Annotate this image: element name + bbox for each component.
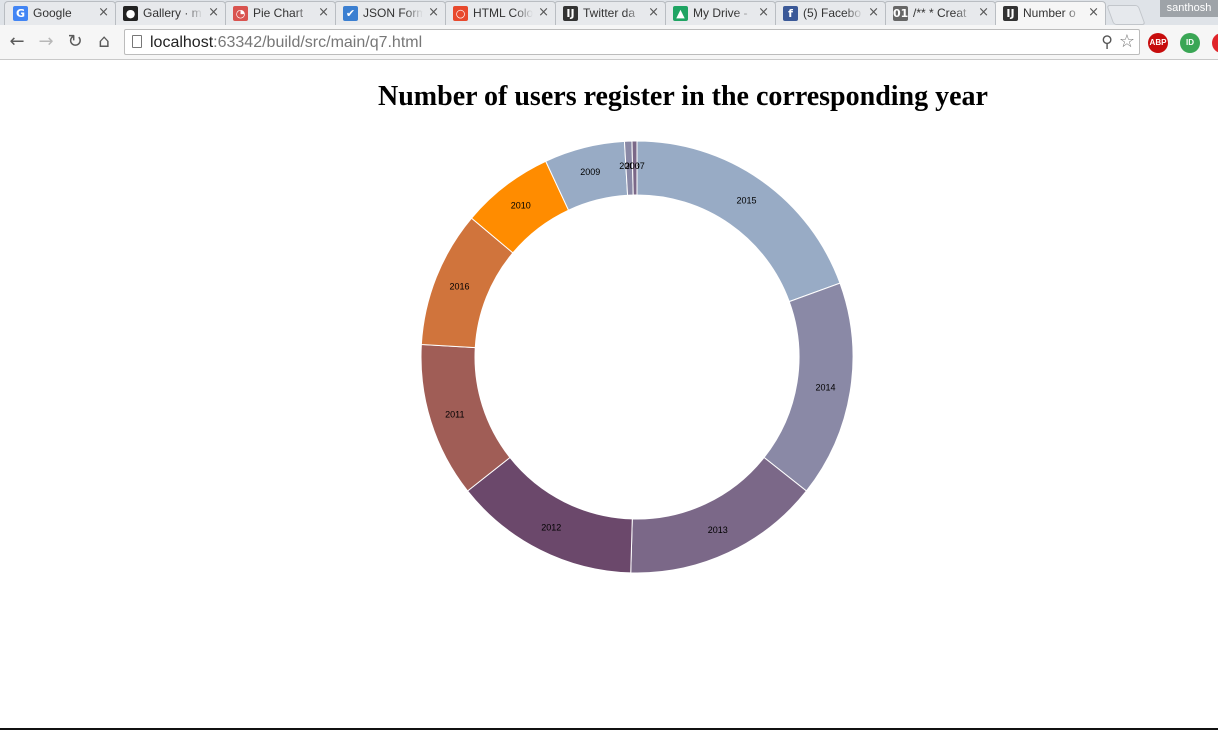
browser-toolbar: ← → ↻ ⌂ localhost:63342/build/src/main/q… bbox=[0, 25, 1218, 60]
tab-8[interactable]: 01 /** * Creat × bbox=[884, 1, 996, 25]
tab-close-icon[interactable]: × bbox=[538, 5, 549, 20]
slice-label-2010: 2010 bbox=[511, 200, 531, 210]
url-path: :63342/build/src/main/q7.html bbox=[213, 34, 423, 51]
facebook-icon: f bbox=[783, 6, 798, 21]
tab-7[interactable]: f (5) Facebo × bbox=[774, 1, 886, 25]
donut-slice-2015 bbox=[636, 140, 841, 303]
zoom-icon[interactable]: ⚲ bbox=[1101, 32, 1113, 51]
drive-icon: ▲ bbox=[673, 6, 688, 21]
checkbox-icon: ✔ bbox=[343, 6, 358, 21]
intellij-icon: IJ bbox=[1003, 6, 1018, 21]
home-icon[interactable]: ⌂ bbox=[98, 31, 110, 52]
slice-label-2009: 2009 bbox=[580, 167, 600, 177]
tab-close-icon[interactable]: × bbox=[648, 5, 659, 20]
tab-title: /** * Creat bbox=[913, 6, 973, 21]
tab-title: Pie Chart bbox=[253, 6, 313, 21]
url-text[interactable]: localhost:63342/build/src/main/q7.html bbox=[150, 33, 422, 52]
color-icon: ○ bbox=[453, 6, 468, 21]
slice-label-2015: 2015 bbox=[737, 196, 757, 206]
tab-5[interactable]: IJ Twitter da × bbox=[554, 1, 666, 25]
tab-close-icon[interactable]: × bbox=[428, 5, 439, 20]
tab-close-icon[interactable]: × bbox=[868, 5, 879, 20]
adblock-icon[interactable]: ABP bbox=[1148, 33, 1168, 53]
donut-slice-2014 bbox=[763, 282, 854, 492]
tab-6[interactable]: ▲ My Drive - × bbox=[664, 1, 776, 25]
tab-title: Gallery · m bbox=[143, 6, 203, 21]
back-icon[interactable]: ← bbox=[9, 31, 25, 52]
slice-label-2014: 2014 bbox=[816, 382, 836, 392]
url-host: localhost bbox=[150, 34, 214, 51]
tab-close-icon[interactable]: × bbox=[98, 5, 109, 20]
tab-2[interactable]: ◔ Pie Chart × bbox=[224, 1, 336, 25]
binary-icon: 01 bbox=[893, 6, 909, 21]
slice-label-2016: 2016 bbox=[449, 281, 469, 291]
slice-label-2008: 2008 bbox=[619, 161, 639, 171]
tab-title: Number o bbox=[1023, 6, 1083, 21]
tab-close-icon[interactable]: × bbox=[758, 5, 769, 20]
chart-title: Number of users register in the correspo… bbox=[378, 81, 988, 112]
forward-icon[interactable]: → bbox=[38, 31, 54, 52]
tab-9[interactable]: IJ Number o × bbox=[994, 1, 1106, 26]
tab-title: HTML Colo bbox=[473, 6, 533, 21]
window-border bbox=[0, 728, 1218, 730]
slice-label-2007: 2007 bbox=[625, 161, 645, 171]
tab-0[interactable]: G Google × bbox=[4, 1, 116, 25]
bookmark-star-icon[interactable]: ☆ bbox=[1118, 31, 1135, 52]
ublock-icon[interactable]: ID bbox=[1180, 33, 1200, 53]
reload-icon[interactable]: ↻ bbox=[67, 31, 83, 52]
tab-title: Twitter da bbox=[583, 6, 643, 21]
donut-slice-2007 bbox=[631, 140, 638, 196]
slice-label-2013: 2013 bbox=[708, 525, 728, 535]
address-bar[interactable]: localhost:63342/build/src/main/q7.html ⚲… bbox=[124, 29, 1140, 55]
tab-close-icon[interactable]: × bbox=[1088, 5, 1099, 20]
github-icon: ● bbox=[123, 6, 138, 21]
google-icon: G bbox=[13, 6, 28, 21]
page-content: Number of users register in the correspo… bbox=[0, 60, 1218, 728]
slice-label-2012: 2012 bbox=[541, 523, 561, 533]
tab-1[interactable]: ● Gallery · m × bbox=[114, 1, 226, 25]
tab-title: (5) Facebo bbox=[803, 6, 863, 21]
extension-icon[interactable] bbox=[1212, 33, 1218, 53]
tab-title: My Drive - bbox=[693, 6, 753, 21]
tab-strip: IJ Number o × 01 /** * Creat × f (5) Facebo × ▲ My… bbox=[0, 0, 1218, 26]
tab-close-icon[interactable]: × bbox=[978, 5, 989, 20]
tab-4[interactable]: ○ HTML Colo × bbox=[444, 1, 556, 25]
tab-close-icon[interactable]: × bbox=[208, 5, 219, 20]
tab-title: Google bbox=[33, 6, 93, 21]
tab-3[interactable]: ✔ JSON Form × bbox=[334, 1, 446, 25]
donut-slice-2012 bbox=[466, 456, 633, 574]
new-tab-button[interactable] bbox=[1106, 5, 1146, 25]
intellij-icon: IJ bbox=[563, 6, 578, 21]
tab-title: JSON Form bbox=[363, 6, 423, 21]
donut-slice-2013 bbox=[630, 456, 808, 574]
tab-close-icon[interactable]: × bbox=[318, 5, 329, 20]
profile-button[interactable]: santhosh bbox=[1160, 0, 1218, 17]
page-icon bbox=[132, 35, 142, 48]
piechart-icon: ◔ bbox=[233, 6, 248, 21]
slice-label-2011: 2011 bbox=[445, 409, 464, 419]
